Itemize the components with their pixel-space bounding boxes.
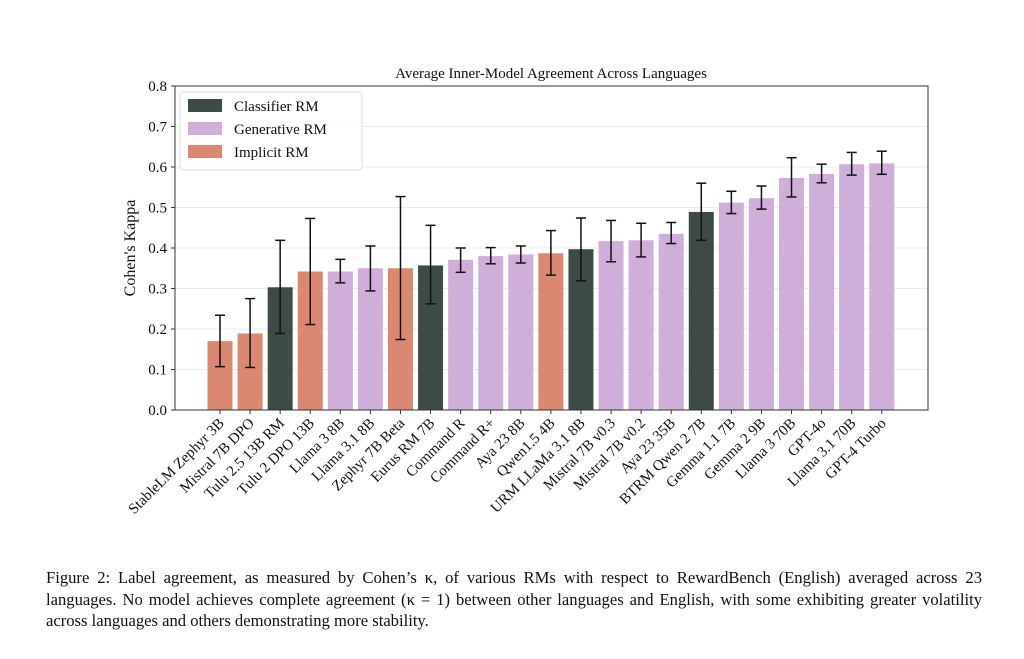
y-tick-label: 0.8 [148,79,167,95]
bar [448,259,474,410]
y-tick-label: 0.3 [148,282,167,298]
y-axis-label: Cohen's Kappa [122,200,139,297]
y-tick-label: 0.1 [148,363,167,379]
bar [839,164,865,410]
bar [748,198,774,410]
legend: Classifier RM Generative RM Implicit RM [179,91,363,171]
bar [658,233,684,410]
y-tick-label: 0.5 [148,201,167,217]
bar-chart: Average Inner-Model Agreement Across Lan… [122,66,929,518]
y-tick-label: 0.4 [148,241,167,257]
bar [538,253,564,410]
figure-caption: Figure 2: Label agreement, as measured b… [46,568,982,630]
bar [357,268,383,410]
bar [327,271,353,410]
legend-label: Classifier RM [234,99,319,115]
plot-frame [174,85,929,411]
y-tick-label: 0.0 [148,403,167,419]
y-tick-label: 0.6 [148,160,167,176]
chart-title: Average Inner-Model Agreement Across Lan… [395,66,707,82]
legend-swatch [188,145,222,158]
bar [779,177,805,410]
bar [809,173,835,410]
legend-label: Generative RM [234,122,327,138]
bar [718,202,744,410]
bar [628,240,654,410]
bar [869,163,895,410]
y-tick-label: 0.7 [148,120,167,136]
legend-box [179,91,363,171]
y-tick-label: 0.2 [148,322,167,338]
legend-swatch [188,122,222,135]
legend-swatch [188,99,222,112]
bar [688,211,714,410]
bar [508,254,534,410]
legend-label: Implicit RM [234,145,309,161]
bar [598,241,624,410]
bar [478,256,504,410]
